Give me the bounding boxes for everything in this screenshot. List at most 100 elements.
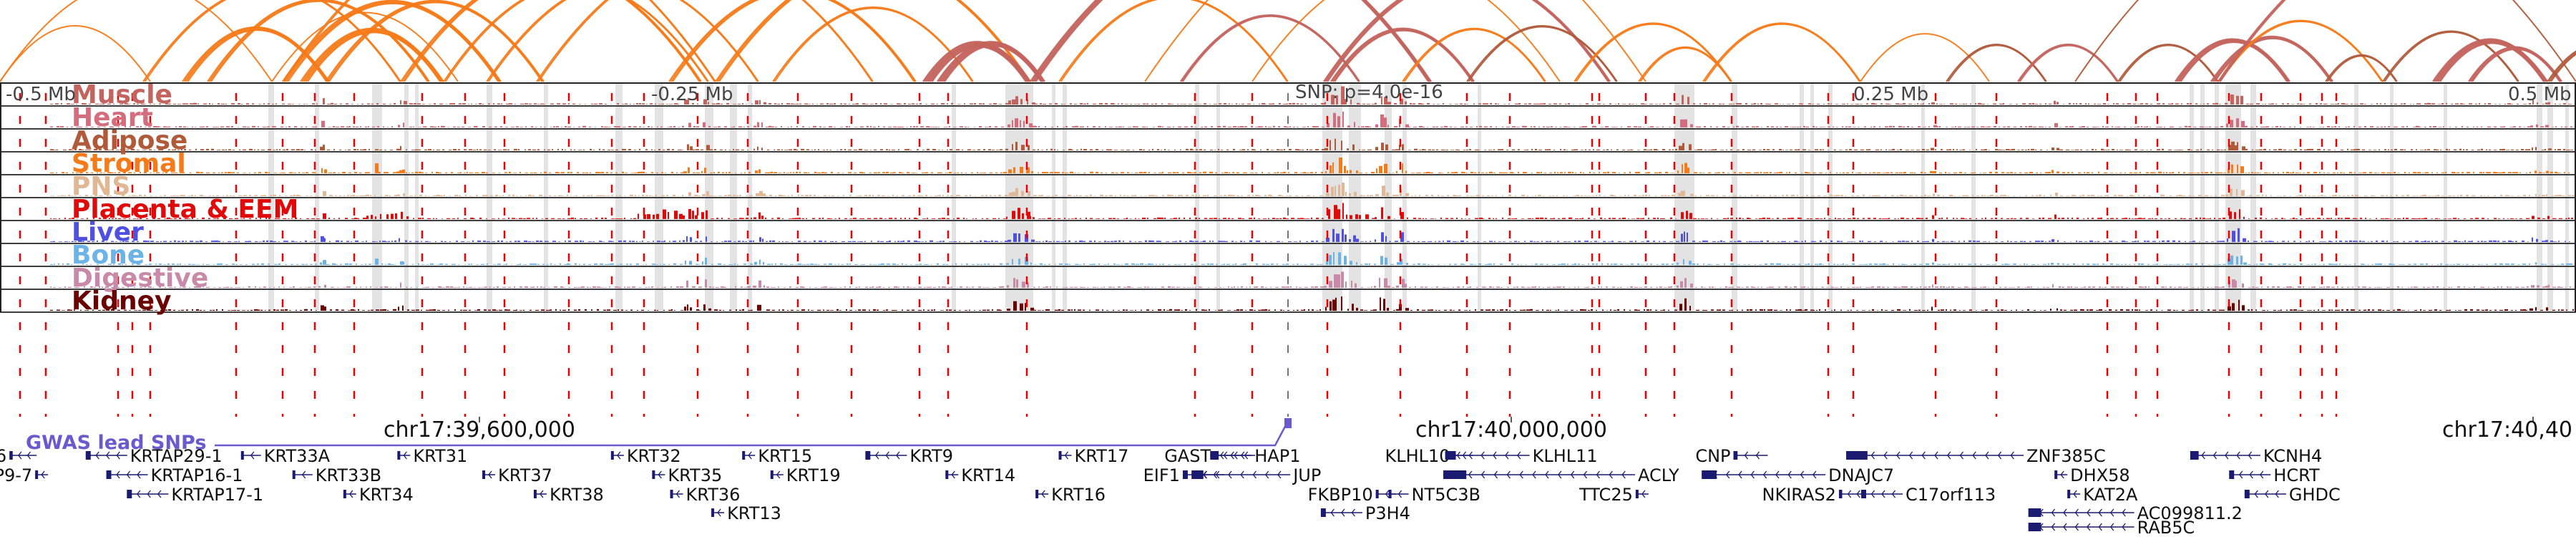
strand-arrows [250, 451, 255, 460]
gene-hcrt[interactable]: HCRT [2229, 465, 2320, 485]
loop-arc [715, 0, 1031, 82]
strand-arrows [488, 470, 492, 479]
gene-krt32[interactable]: KRT32 [610, 446, 681, 466]
gene-cnp[interactable]: CNP [1695, 446, 1768, 466]
gene-ac099811-2[interactable]: AC099811.2 [2028, 503, 2243, 523]
gene-ap9-7[interactable]: AP9-7 [0, 465, 49, 485]
signal-bars [50, 203, 2573, 219]
gene-klhl10[interactable]: KLHL10 [1385, 446, 1473, 466]
gene-krt33b[interactable]: KRT33B [292, 465, 381, 485]
gene-exon [711, 508, 715, 517]
gene-label: -6 [0, 446, 6, 466]
gene-nkiras2[interactable]: NKIRAS2 [1762, 485, 1866, 505]
strand-arrows [1203, 470, 1282, 479]
gene-exon [770, 470, 774, 479]
gene-krt13[interactable]: KRT13 [711, 503, 781, 523]
gene-label: GAST [1164, 446, 1211, 466]
scale-label: 0.25 Mb [1853, 84, 1928, 105]
strand-arrows [1858, 451, 2014, 460]
gene-krt34[interactable]: KRT34 [343, 485, 414, 505]
loop-arc [2219, 21, 2383, 82]
gene-exon [1443, 470, 1467, 479]
loop-arc [1327, 0, 1609, 82]
scale-label: -0.5 Mb [6, 84, 76, 105]
gene-nt5c3b[interactable]: NT5C3B [1388, 485, 1480, 505]
loop-arc [1181, 15, 1360, 82]
strand-arrows [875, 451, 900, 460]
loop-arc [144, 0, 401, 82]
gene-ttc25[interactable]: TTC25 [1579, 485, 1649, 505]
gwas-track-label: GWAS lead SNPs [26, 432, 206, 454]
gene-ghdc[interactable]: GHDC [2244, 485, 2341, 505]
gene-exon [1191, 470, 1204, 479]
gene-acly[interactable]: ACLY [1443, 465, 1679, 485]
gene-rab5c[interactable]: RAB5C [2028, 518, 2195, 537]
loop-arc [1575, 23, 1732, 82]
gene-kcnh4[interactable]: KCNH4 [2190, 446, 2322, 466]
strand-arrows [540, 490, 544, 498]
gene-label: NKIRAS2 [1762, 485, 1836, 505]
gene-label: HCRT [2273, 465, 2320, 485]
signal-track-placenta-eem [50, 203, 2573, 219]
gene-label: KRTAP16-1 [151, 465, 243, 485]
loop-arc [0, 25, 151, 82]
gene-p3h4[interactable]: P3H4 [1320, 503, 1410, 523]
gene-fkbp10[interactable]: FKBP10 [1308, 485, 1396, 505]
loop-arc [2547, 50, 2576, 82]
loop-arc [210, 0, 429, 82]
gene-label: KRT32 [627, 446, 681, 466]
gene-kat2a[interactable]: KAT2A [2067, 485, 2138, 505]
track-label: Digestive [72, 263, 208, 293]
gene-krt17[interactable]: KRT17 [1058, 446, 1129, 466]
gene--6[interactable]: -6 [0, 446, 37, 466]
gene-eif1[interactable]: EIF1 [1143, 465, 1224, 485]
gene-label: GHDC [2289, 485, 2341, 505]
gene-krt15[interactable]: KRT15 [742, 446, 812, 466]
loop-arc [400, 0, 702, 82]
gene-krt31[interactable]: KRT31 [397, 446, 467, 466]
gene-krt35[interactable]: KRT35 [652, 465, 722, 485]
gene-hap1[interactable]: HAP1 [1210, 446, 1300, 466]
gene-exon [1035, 490, 1039, 498]
gene-krt38[interactable]: KRT38 [533, 485, 604, 505]
gene-gast[interactable]: GAST [1164, 446, 1256, 466]
strand-arrows [2238, 470, 2264, 479]
gene-krtap29-1[interactable]: KRTAP29-1 [85, 446, 223, 466]
gene-krt33a[interactable]: KRT33A [240, 446, 331, 466]
gene-krt14[interactable]: KRT14 [945, 465, 1015, 485]
gene-krt19[interactable]: KRT19 [770, 465, 841, 485]
gene-exon [2229, 470, 2235, 479]
gene-krtap17-1[interactable]: KRTAP17-1 [127, 485, 263, 505]
gene-jup[interactable]: JUP [1191, 465, 1321, 485]
strand-arrows [116, 470, 141, 479]
gene-znf385c[interactable]: ZNF385C [1846, 446, 2106, 466]
strand-arrows [1744, 451, 1760, 460]
scale-labels: -0.5 Mb -0.25 Mb 0.25 Mb 0.5 Mb SNP: p=4.0e-… [6, 82, 2572, 105]
gene-krt9[interactable]: KRT9 [865, 446, 953, 466]
strand-arrows [41, 470, 45, 479]
gene-c17orf113[interactable]: C17orf113 [1861, 485, 1996, 505]
track-label: Adipose [72, 126, 187, 155]
loop-arc [2326, 55, 2397, 82]
gene-label: KRTAP17-1 [171, 485, 263, 505]
gene-exon [533, 490, 537, 498]
gene-krt37[interactable]: KRT37 [482, 465, 552, 485]
gene-klhl11[interactable]: KLHL11 [1445, 446, 1598, 466]
strand-arrows [951, 470, 955, 479]
gene-exon [127, 490, 132, 498]
gene-label: KRT13 [727, 503, 781, 523]
gene-exon [1388, 490, 1392, 498]
strand-arrows [748, 451, 752, 460]
loop-arc [2119, 44, 2218, 82]
gene-dhx58[interactable]: DHX58 [2054, 465, 2130, 485]
loop-arc [1860, 33, 1990, 82]
gene-krt36[interactable]: KRT36 [670, 485, 741, 505]
strand-arrows [2039, 523, 2126, 531]
gene-krtap16-1[interactable]: KRTAP16-1 [106, 465, 243, 485]
gene-label: KLHL11 [1533, 446, 1598, 466]
scale-label: 0.5 Mb [2508, 84, 2572, 105]
gene-dnajc7[interactable]: DNAJC7 [1702, 465, 1894, 485]
strand-arrows [1713, 470, 1817, 479]
gene-krt16[interactable]: KRT16 [1035, 485, 1106, 505]
loop-arc [2439, 42, 2545, 82]
